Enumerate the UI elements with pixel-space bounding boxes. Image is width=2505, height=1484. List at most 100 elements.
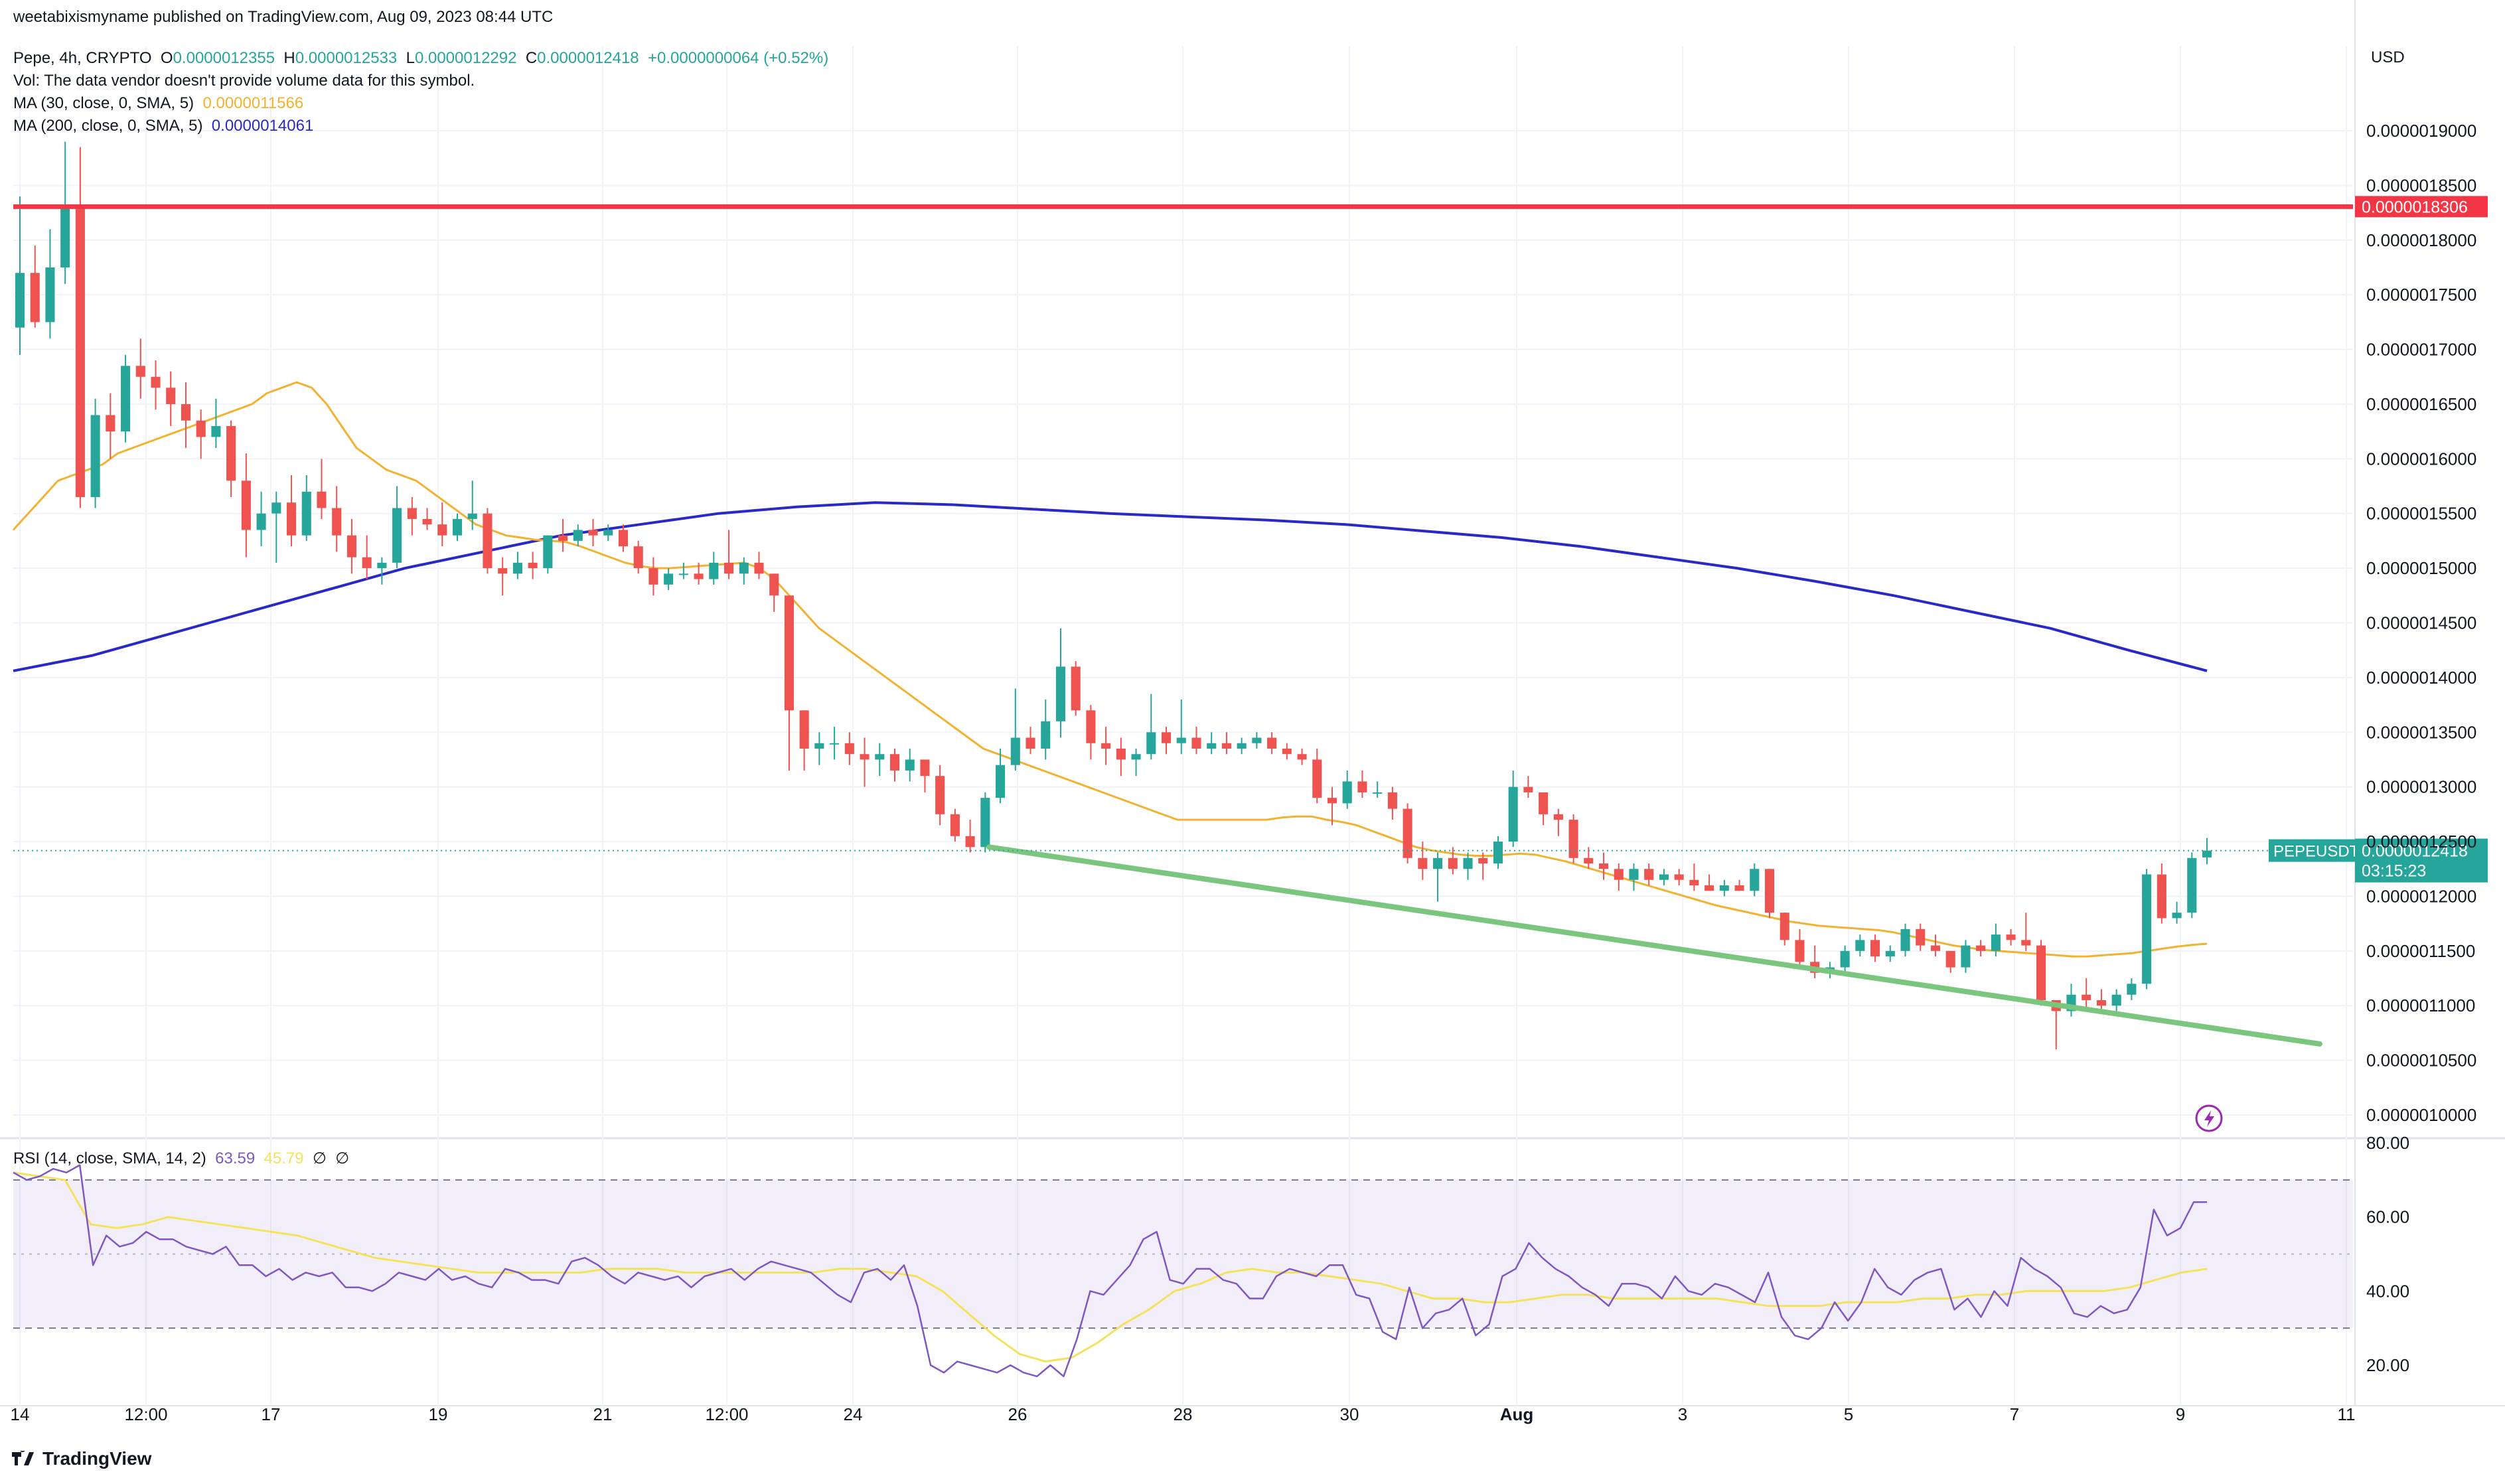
price-tick-label: 0.0000016500 [2366, 394, 2476, 414]
candle-body [1976, 945, 1986, 951]
symbol-legend[interactable]: Pepe, 4h, CRYPTO O0.0000012355 H0.000001… [13, 49, 828, 68]
candle-body [2111, 994, 2121, 1006]
candle-body [2187, 857, 2197, 913]
candle-body [920, 759, 930, 777]
rsi-guide-lines [13, 1179, 2353, 1329]
candle-body [1478, 857, 1488, 864]
candle-body [2082, 994, 2091, 1000]
candle-body [2021, 940, 2031, 946]
ma200-value: 0.0000014061 [211, 117, 314, 135]
candle-body [1584, 857, 1594, 864]
candle-body [1539, 792, 1549, 814]
candle-body [830, 743, 840, 745]
candle-body [1191, 737, 1201, 749]
candle-body [844, 743, 854, 755]
candle-body [60, 207, 70, 267]
candle-body [1870, 940, 1880, 957]
chart-grid [0, 0, 2505, 1406]
time-tick-label: 21 [593, 1404, 613, 1424]
candle-body [1598, 863, 1609, 869]
rsi-ma-path [13, 1171, 2208, 1363]
candle-body [664, 573, 674, 585]
candle-body [678, 573, 688, 575]
candle-body [1764, 869, 1775, 913]
price-tick-label: 0.0000010500 [2366, 1051, 2476, 1071]
candle-body [346, 535, 356, 557]
countdown-label: 03:15:23 [2362, 862, 2426, 881]
price-tick-label: 0.0000017500 [2366, 285, 2476, 305]
price-tick-label: 0.0000012000 [2366, 886, 2476, 906]
candle-body [90, 415, 100, 498]
candle-body [452, 518, 463, 536]
candle-body [512, 562, 522, 574]
candle-body [1176, 737, 1186, 743]
price-tick-label: 0.0000011000 [2366, 996, 2475, 1015]
price-tick-label: 0.0000011500 [2366, 941, 2475, 961]
candle-body [2142, 874, 2152, 984]
candles [15, 141, 2212, 1050]
candle-body [618, 530, 629, 547]
candle-body [2006, 934, 2016, 940]
candle-body [1387, 792, 1397, 809]
candle-body [1855, 940, 1865, 951]
price-tick-label: 0.0000014500 [2366, 613, 2476, 633]
resistance-price-label: 0.0000018306 [2362, 198, 2468, 216]
alert-bolt-icon [2195, 1104, 2223, 1132]
candle-body [1101, 743, 1111, 749]
price-tick-label: 0.0000013000 [2366, 777, 2476, 797]
symbol-badge-label: PEPEUSDT [2273, 843, 2360, 861]
ma200-legend[interactable]: MA (200, close, 0, SMA, 5) 0.0000014061 [13, 117, 313, 135]
time-tick-label: Aug [1500, 1404, 1534, 1424]
alert-bolt-glyph [2204, 1110, 2214, 1127]
candle-body [1553, 814, 1563, 820]
time-tick-label: 9 [2176, 1404, 2185, 1424]
candle-body [573, 530, 583, 541]
candle-body [543, 535, 553, 569]
candle-body [1161, 732, 1172, 743]
candle-body [2127, 984, 2137, 995]
price-tick-label: 0.0000012500 [2366, 832, 2476, 852]
ma30-legend[interactable]: MA (30, close, 0, SMA, 5) 0.0000011566 [13, 94, 303, 113]
rsi-value: 63.59 [215, 1150, 256, 1167]
candle-body [437, 524, 447, 536]
time-tick-label: 14 [11, 1404, 30, 1424]
close-value: 0.0000012418 [537, 49, 639, 67]
candle-body [166, 388, 176, 404]
time-tick-label: 28 [1174, 1404, 1193, 1424]
candle-body [392, 508, 402, 563]
candle-body [241, 481, 251, 530]
candle-body [1719, 885, 1729, 891]
rsi-extra-1: ∅ [312, 1150, 327, 1167]
candle-body [528, 562, 538, 569]
candle-body [75, 207, 85, 498]
rsi-lines [13, 1164, 2208, 1378]
rsi-tick-label: 40.00 [2366, 1281, 2409, 1301]
tradingview-logo[interactable]: TradingView [12, 1448, 151, 1469]
candle-body [980, 798, 990, 848]
candle-body [950, 814, 960, 836]
candle-body [1025, 737, 1035, 749]
resistance-price-badge [2355, 196, 2488, 218]
candle-body [996, 765, 1006, 798]
close-label: C [525, 49, 538, 67]
candle-body [301, 491, 311, 536]
candle-body [1900, 928, 1910, 951]
candle-body [558, 535, 568, 541]
candle-body [151, 376, 161, 388]
ma200-path [13, 501, 2208, 672]
candle-body [483, 513, 493, 569]
candle-body [1961, 945, 1971, 968]
candle-body [106, 415, 115, 432]
rsi-legend[interactable]: RSI (14, close, SMA, 14, 2) 63.59 45.79 … [13, 1149, 349, 1168]
time-tick-label: 17 [262, 1404, 281, 1424]
ma30-path [12, 381, 2208, 958]
high-label: H [283, 49, 295, 67]
candle-body [1885, 950, 1895, 957]
candle-body [935, 776, 945, 814]
candle-body [1010, 737, 1020, 765]
candle-body [1629, 869, 1639, 880]
candle-body [1659, 874, 1669, 880]
candle-body [1055, 666, 1066, 721]
time-tick-label: 30 [1340, 1404, 1359, 1424]
